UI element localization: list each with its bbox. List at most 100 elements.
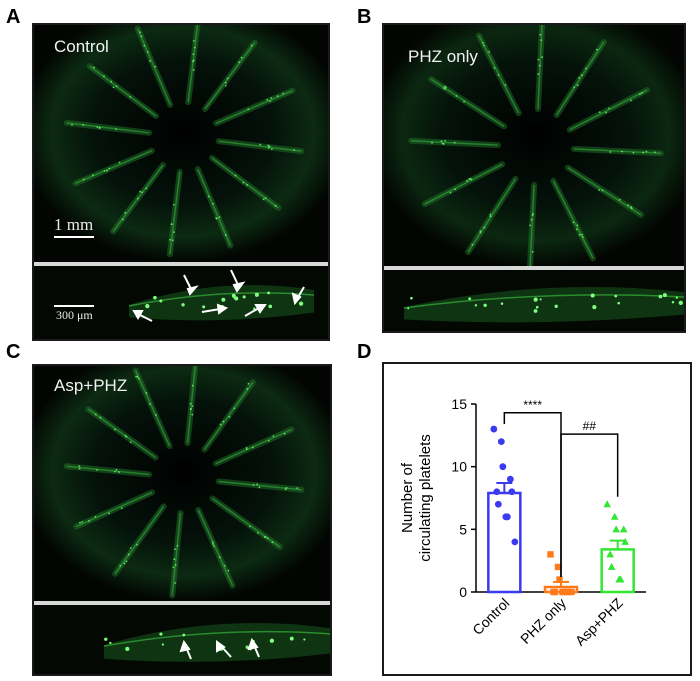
panel-label-b: B [357, 6, 372, 28]
platelet-dot [190, 407, 192, 410]
platelet-dot [222, 420, 225, 423]
platelet-dot [141, 191, 144, 194]
bar-chart: 0 5 10 15 Number ofcirculating platelets Cont… [399, 396, 646, 649]
platelet-dot [189, 402, 192, 405]
needle-spoke-core [89, 65, 157, 117]
platelet-dot [576, 84, 579, 87]
fish-vessel [103, 630, 330, 647]
platelet-dot [233, 407, 236, 410]
data-point [603, 500, 611, 508]
white-arrow-icon [179, 637, 260, 660]
data-point [612, 525, 620, 533]
platelet-dot [442, 87, 445, 89]
platelet-dot [537, 73, 540, 76]
needle-spoke-core [467, 178, 517, 253]
platelet-dot [192, 53, 195, 56]
platelet-dot [226, 77, 229, 80]
platelet-dot [246, 388, 249, 390]
x-tick-label: Asp+PHZ [572, 594, 626, 648]
platelet-dot [441, 142, 444, 145]
platelet-dot [109, 641, 112, 645]
platelet-dot [215, 217, 218, 220]
platelet-dot [270, 97, 273, 99]
platelet-dot [145, 304, 150, 309]
platelet-dot [266, 537, 269, 540]
platelet-dot [259, 143, 262, 146]
needle-spoke-core [197, 168, 232, 246]
needle-spokes [408, 25, 664, 275]
platelet-dot [228, 415, 231, 418]
x-tick-label: PHZ only [517, 595, 569, 647]
platelet-dot [605, 111, 607, 114]
platelet-dot [218, 216, 221, 219]
platelet-dot [120, 507, 123, 510]
platelet-dot [252, 446, 254, 449]
platelet-dot [139, 190, 142, 193]
platelet-dot [444, 139, 446, 142]
platelet-dot [245, 446, 248, 449]
platelet-dot [642, 151, 645, 154]
platelet-dot [112, 86, 115, 89]
y-axis-label: Number ofcirculating platelets [399, 434, 434, 562]
platelet-dot [533, 309, 538, 313]
platelet-dot [125, 646, 130, 652]
panel-b-caption: PHZ only [408, 47, 478, 66]
platelet-dot [284, 488, 287, 491]
needle-spoke-core [186, 366, 196, 444]
platelet-dot [159, 299, 163, 303]
platelet-dot [192, 39, 195, 42]
platelet-dot [124, 434, 127, 437]
needle-spoke-core [567, 166, 642, 216]
platelet-dot [93, 66, 95, 69]
platelet-dot [678, 300, 683, 306]
platelet-dot [149, 403, 151, 405]
platelet-dot [632, 151, 635, 154]
platelet-dot [172, 231, 175, 234]
platelet-dot [455, 95, 458, 97]
platelet-dot [224, 84, 227, 87]
platelet-dot [202, 305, 206, 309]
platelet-dot [493, 67, 496, 69]
data-point [619, 525, 628, 533]
platelet-dot [582, 236, 584, 238]
platelet-dot [252, 484, 255, 486]
scale-label-strip: 300 μm [56, 308, 93, 322]
platelet-dot [249, 525, 251, 528]
platelet-dot [267, 144, 270, 147]
platelet-dot [211, 541, 214, 544]
platelet-dot [137, 377, 140, 380]
needle-spokes [63, 366, 305, 599]
data-point [554, 563, 562, 571]
platelet-dot [169, 238, 171, 241]
data-point [556, 576, 563, 583]
platelet-dot [282, 92, 285, 95]
platelet-dot [407, 307, 410, 310]
platelet-dot [609, 151, 612, 153]
platelet-dot [213, 545, 215, 547]
platelet-dot [104, 637, 108, 641]
platelet-dot [211, 543, 214, 545]
platelet-dot [608, 107, 611, 110]
platelet-dot [174, 564, 177, 567]
platelet-dot [145, 187, 148, 190]
platelet-dot [614, 294, 618, 298]
needle-spoke-core [211, 497, 281, 548]
platelet-dot [254, 292, 259, 297]
needle-spoke-core [218, 480, 302, 491]
platelet-dot [224, 81, 227, 84]
platelet-dot [218, 556, 221, 559]
platelet-dot [504, 84, 507, 86]
platelet-dot [585, 67, 587, 70]
platelet-dot [153, 295, 157, 300]
platelet-dot [129, 441, 132, 444]
platelet-dot [267, 146, 270, 149]
platelet-dot [96, 126, 99, 128]
platelet-dot [82, 123, 85, 126]
platelet-dot [129, 95, 132, 98]
platelet-dot [618, 198, 621, 201]
platelet-dot [596, 48, 598, 51]
platelet-dot [530, 218, 533, 221]
platelet-dot [110, 80, 113, 83]
platelet-dot [598, 188, 601, 191]
data-point [606, 550, 614, 558]
